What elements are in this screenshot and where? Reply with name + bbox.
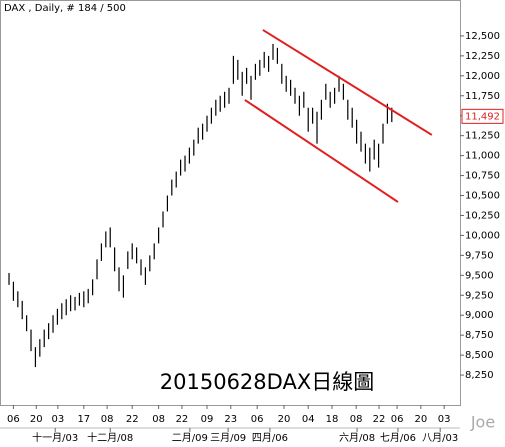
- watermark: 20150628DAX日線圖: [160, 370, 374, 394]
- month-label: 八月/03: [422, 432, 458, 444]
- month-label: 十一月/03: [32, 431, 78, 444]
- y-tick-label: 11,250: [465, 131, 500, 142]
- y-tick-label: 9,000: [465, 310, 494, 321]
- y-tick-label: 9,500: [465, 270, 494, 281]
- y-tick-label: 12,250: [465, 51, 500, 62]
- signature: Joe: [470, 413, 495, 432]
- x-tick-label: 20: [30, 414, 43, 425]
- y-tick-label: 10,500: [465, 191, 500, 202]
- y-tick-label: 10,750: [465, 171, 500, 182]
- y-tick-label: 9,750: [465, 250, 494, 261]
- x-tick-label: 03: [438, 414, 451, 425]
- trend-line: [244, 99, 399, 203]
- x-tick-label: 06: [251, 414, 264, 425]
- x-tick-label: 20: [414, 414, 427, 425]
- x-tick-label: 22: [126, 414, 139, 425]
- y-tick-label: 11,750: [465, 91, 500, 102]
- y-tick-label: 12,500: [465, 31, 500, 42]
- y-tick-label: 12,000: [465, 71, 500, 82]
- x-tick-label: 09: [201, 414, 214, 425]
- y-tick-label: 8,250: [465, 370, 494, 381]
- y-tick-label: 10,250: [465, 210, 500, 221]
- y-tick-label: 11,000: [465, 151, 500, 162]
- y-tick-label: 8,750: [465, 330, 494, 341]
- x-tick-label: 23: [224, 414, 237, 425]
- x-tick-label: 18: [326, 414, 339, 425]
- y-tick-label: 10,000: [465, 230, 500, 241]
- x-tick-label: 06: [391, 414, 404, 425]
- x-tick-label: 08: [350, 414, 363, 425]
- month-label: 七月/06: [380, 432, 416, 444]
- month-label: 二月/09: [172, 432, 208, 444]
- month-label: 六月/08: [339, 432, 375, 444]
- month-label: 三月/09: [210, 432, 246, 444]
- y-tick-label: 8,500: [465, 350, 494, 361]
- x-tick-label: 08: [101, 414, 114, 425]
- month-label: 十二月/08: [87, 431, 133, 444]
- chart-header: DAX , Daily, # 184 / 500: [4, 3, 126, 14]
- x-tick-label: 22: [176, 414, 189, 425]
- x-tick-label: 03: [51, 414, 64, 425]
- x-tick-label: 08: [152, 414, 165, 425]
- x-tick-label: 17: [77, 414, 90, 425]
- x-tick-label: 04: [302, 414, 315, 425]
- last-price-label: 11,492: [465, 111, 500, 122]
- x-tick-label: 20: [278, 414, 291, 425]
- y-tick-label: 9,250: [465, 290, 494, 301]
- trend-line: [262, 29, 433, 136]
- last-price-box: [461, 108, 504, 124]
- month-label: 四月/06: [252, 432, 288, 444]
- x-tick-label: 22: [373, 414, 386, 425]
- x-tick-label: 06: [7, 414, 20, 425]
